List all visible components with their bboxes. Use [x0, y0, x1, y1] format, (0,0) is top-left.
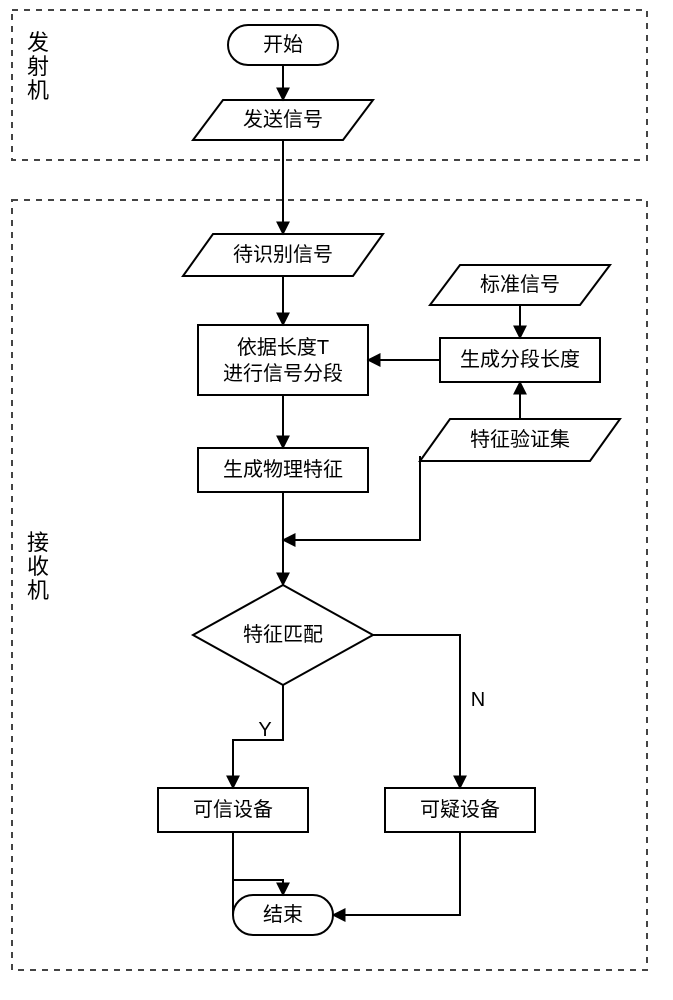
svg-text:开始: 开始: [263, 33, 303, 56]
svg-text:进行信号分段: 进行信号分段: [223, 362, 343, 385]
svg-text:N: N: [471, 689, 485, 711]
svg-text:可信设备: 可信设备: [193, 798, 273, 821]
svg-text:生成分段长度: 生成分段长度: [460, 348, 580, 371]
svg-text:可疑设备: 可疑设备: [420, 798, 500, 821]
svg-text:结束: 结束: [263, 903, 303, 926]
svg-text:依据长度T: 依据长度T: [237, 336, 329, 359]
svg-text:待识别信号: 待识别信号: [233, 243, 333, 266]
svg-text:Y: Y: [258, 719, 271, 741]
svg-text:特征匹配: 特征匹配: [243, 623, 323, 646]
svg-text:接收机: 接收机: [27, 530, 49, 603]
svg-text:发送信号: 发送信号: [243, 108, 323, 131]
svg-text:特征验证集: 特征验证集: [470, 428, 570, 451]
svg-text:发射机: 发射机: [27, 30, 49, 103]
svg-text:生成物理特征: 生成物理特征: [223, 458, 343, 481]
svg-text:标准信号: 标准信号: [480, 273, 560, 296]
